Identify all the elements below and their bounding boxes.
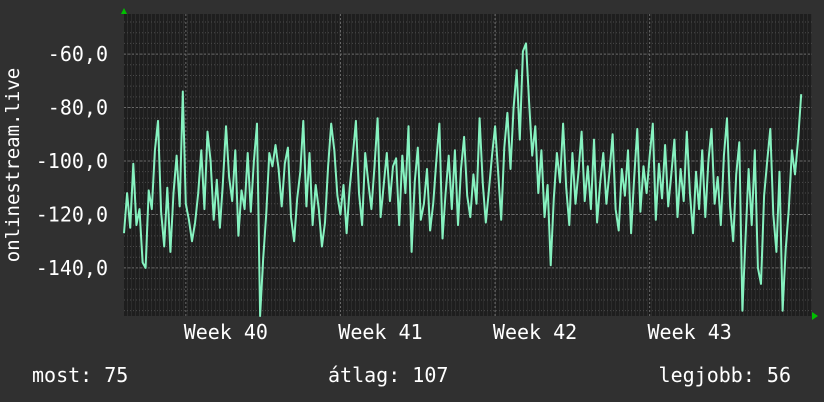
average-value-stat: átlag: 107 <box>328 363 448 387</box>
x-tick-label: Week 43 <box>648 320 732 344</box>
average-value: 107 <box>412 363 449 387</box>
series-layer <box>123 42 803 317</box>
x-tick-label: Week 42 <box>493 320 577 344</box>
y-tick-label: -100,0 <box>36 149 108 173</box>
y-axis-ticks: -60,0 -80,0 -100,0 -120,0 -140,0 <box>36 42 108 280</box>
y-axis-arrow-icon <box>121 8 127 14</box>
best-value-label: legjobb: <box>658 363 755 387</box>
best-value: 56 <box>766 363 791 387</box>
x-tick-label: Week 41 <box>338 320 422 344</box>
best-value-stat: legjobb: 56 <box>659 363 791 387</box>
average-value-label: átlag: <box>328 363 401 387</box>
y-axis-label: onlinestream.live <box>2 68 24 262</box>
current-value: 75 <box>104 363 129 387</box>
y-tick-label: -140,0 <box>36 256 108 280</box>
y-tick-label: -120,0 <box>36 202 108 226</box>
series-line <box>123 42 803 317</box>
y-tick-label: -80,0 <box>48 96 108 120</box>
current-value-stat: most: 75 <box>32 363 128 387</box>
x-axis-arrow-icon <box>812 312 818 320</box>
current-value-label: most: <box>32 363 93 387</box>
x-tick-label: Week 40 <box>184 320 268 344</box>
y-tick-label: -60,0 <box>48 42 108 66</box>
x-axis-ticks: Week 40 Week 41 Week 42 Week 43 <box>184 320 732 344</box>
